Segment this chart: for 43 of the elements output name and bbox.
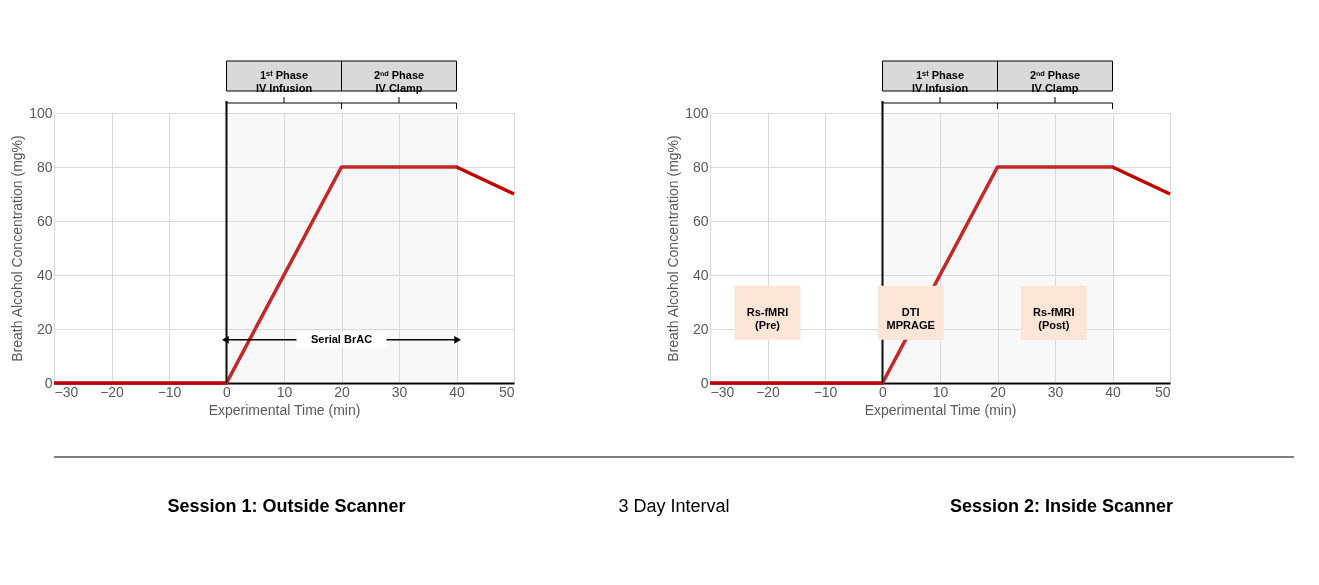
y-axis-title: Breath Alcohol Concentration (mg%): [665, 135, 682, 362]
y-tick-label: 80: [36, 158, 53, 175]
text: 3 Day Interval: [618, 496, 730, 516]
y-tick-label: 100: [29, 104, 53, 121]
text: Session 2: Inside Scanner: [949, 496, 1174, 516]
x-tick-label: 30: [391, 383, 408, 400]
x-tick-label: 40: [1105, 383, 1121, 400]
x-tick-label: 20: [990, 383, 1006, 400]
y-tick-label: 20: [36, 320, 53, 337]
band-label: 2ⁿᵈ Phase IV Clamp: [1029, 69, 1081, 94]
text: Session 1: Outside Scanner: [167, 496, 406, 516]
annotation: Rs-fMRI (Post): [1033, 305, 1075, 331]
annotation: Rs-fMRI (Pre): [746, 305, 789, 331]
x-tick-label: 40: [449, 383, 465, 400]
x-axis-title: Experimental Time (min): [208, 401, 361, 418]
x-tick-label: −10: [157, 383, 182, 400]
band-label: 1ˢᵗ Phase IV Infusion: [255, 69, 313, 94]
x-tick-label: −20: [100, 383, 125, 400]
x-axis-title: Experimental Time (min): [864, 401, 1017, 418]
band-label: 1ˢᵗ Phase IV Infusion: [911, 69, 969, 94]
x-tick-label: 50: [1154, 383, 1171, 400]
y-tick-label: 60: [36, 212, 53, 229]
x-tick-label: 20: [334, 383, 350, 400]
x-tick-label: 0: [223, 383, 232, 400]
x-tick-label: −20: [756, 383, 781, 400]
x-tick-label: −10: [813, 383, 838, 400]
x-tick-label: −30: [54, 383, 79, 400]
y-tick-label: 60: [692, 212, 709, 229]
y-tick-label: 100: [685, 104, 709, 121]
x-tick-label: −30: [710, 383, 735, 400]
y-tick-label: 40: [692, 266, 709, 283]
annotation: Serial BrAC: [310, 332, 373, 345]
band-label: 2ⁿᵈ Phase IV Clamp: [373, 69, 425, 94]
x-tick-label: 30: [1047, 383, 1064, 400]
x-tick-label: 0: [879, 383, 888, 400]
x-tick-label: 10: [276, 383, 293, 400]
y-tick-label: 80: [692, 158, 709, 175]
annotation: DTI MPRAGE: [886, 305, 935, 331]
y-tick-label: 20: [692, 320, 709, 337]
y-tick-label: 40: [36, 266, 53, 283]
x-tick-label: 50: [498, 383, 515, 400]
y-axis-title: Breath Alcohol Concentration (mg%): [9, 135, 26, 362]
x-tick-label: 10: [932, 383, 949, 400]
